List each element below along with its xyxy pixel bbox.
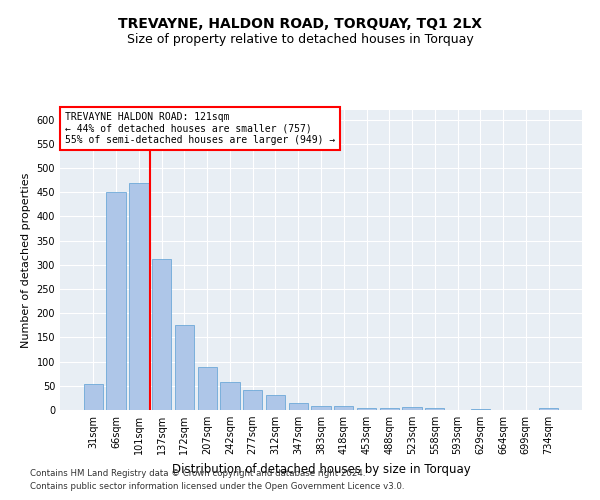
Bar [470,408,490,410]
Bar [220,382,239,410]
Text: Contains HM Land Registry data © Crown copyright and database right 2024.: Contains HM Land Registry data © Crown c… [30,468,365,477]
Text: TREVAYNE, HALDON ROAD, TORQUAY, TQ1 2LX: TREVAYNE, HALDON ROAD, TORQUAY, TQ1 2LX [118,18,482,32]
Bar [266,395,285,410]
Text: TREVAYNE HALDON ROAD: 121sqm
← 44% of detached houses are smaller (757)
55% of s: TREVAYNE HALDON ROAD: 121sqm ← 44% of de… [65,112,335,144]
Bar [425,408,445,410]
Bar [357,408,376,410]
Bar [175,326,194,410]
Bar [243,390,262,410]
Y-axis label: Number of detached properties: Number of detached properties [21,172,31,348]
Bar [289,402,308,410]
Bar [197,368,217,410]
Bar [152,259,172,410]
Bar [334,406,353,410]
Bar [129,182,149,410]
Bar [106,192,126,410]
X-axis label: Distribution of detached houses by size in Torquay: Distribution of detached houses by size … [172,462,470,475]
Bar [403,407,422,410]
Text: Contains public sector information licensed under the Open Government Licence v3: Contains public sector information licen… [30,482,404,491]
Bar [311,406,331,410]
Bar [84,384,103,410]
Bar [380,408,399,410]
Bar [539,408,558,410]
Text: Size of property relative to detached houses in Torquay: Size of property relative to detached ho… [127,32,473,46]
